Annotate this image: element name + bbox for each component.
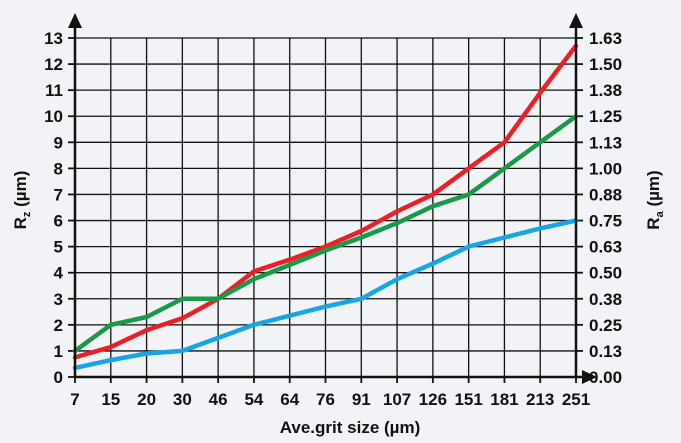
right-tick-label: 0.88 xyxy=(589,185,622,204)
x-tick-label: 126 xyxy=(419,390,447,409)
x-tick-label: 76 xyxy=(316,390,335,409)
left-axis-arrow xyxy=(68,13,82,28)
x-axis-title: Ave.grit size (µm) xyxy=(280,418,420,437)
left-axis-title-main: R xyxy=(11,217,30,229)
right-tick-label: 0.13 xyxy=(589,342,622,361)
x-tick-label: 54 xyxy=(244,390,263,409)
left-tick-label: 6 xyxy=(54,212,63,231)
x-tick-label: 91 xyxy=(352,390,371,409)
left-tick-label: 13 xyxy=(44,29,63,48)
series-line-1 xyxy=(72,43,579,360)
left-tick-label: 11 xyxy=(45,81,63,100)
left-tick-label: 7 xyxy=(54,185,63,204)
right-tick-label: 1.13 xyxy=(589,133,622,152)
left-tick-label: 9 xyxy=(54,133,63,152)
left-tick-label: 2 xyxy=(54,316,63,335)
series-line-3 xyxy=(72,218,579,371)
right-axis-title-main: R xyxy=(644,217,663,229)
axes xyxy=(68,13,597,384)
right-tick-label: 0.63 xyxy=(589,238,622,257)
left-tick-label: 3 xyxy=(54,290,63,309)
left-tick-label: 1 xyxy=(54,342,63,361)
x-tick-label: 46 xyxy=(209,390,228,409)
right-tick-label: 1.00 xyxy=(589,159,622,178)
left-axis-title-unit: (µm) xyxy=(11,171,30,212)
x-tick-label: 15 xyxy=(101,390,120,409)
right-tick-label: 1.50 xyxy=(589,55,622,74)
left-axis-title-sub: z xyxy=(21,211,33,217)
series-line-2 xyxy=(72,113,579,354)
left-tick-label: 4 xyxy=(54,264,64,283)
right-tick-label: 1.25 xyxy=(589,107,622,126)
right-tick-label: 1.63 xyxy=(589,29,622,48)
right-axis-title-unit: (µm) xyxy=(644,170,663,211)
right-axis-arrow xyxy=(569,13,583,28)
right-axis-title-sub: a xyxy=(654,210,666,217)
left-tick-label: 8 xyxy=(54,159,63,178)
x-tick-label: 7 xyxy=(70,390,79,409)
x-tick-label: 20 xyxy=(137,390,156,409)
x-tick-label: 107 xyxy=(383,390,411,409)
tick-labels: 0 0.00 1 0.13 2 0.25 3 0.38 4 0.50 5 0.63 6 0.75 7 0.88… xyxy=(44,29,622,409)
right-tick-label: 0.50 xyxy=(589,264,622,283)
x-tick-label: 181 xyxy=(490,390,518,409)
x-axis-arrow xyxy=(582,370,597,384)
right-tick-label: 0.00 xyxy=(589,368,622,387)
x-tick-label: 251 xyxy=(562,390,590,409)
x-tick-label: 151 xyxy=(454,390,482,409)
right-tick-label: 1.38 xyxy=(589,81,622,100)
right-tick-label: 0.38 xyxy=(589,290,622,309)
left-axis-title: Rz (µm) xyxy=(11,171,33,230)
left-tick-label: 12 xyxy=(44,55,63,74)
right-tick-label: 0.75 xyxy=(589,212,622,231)
left-tick-label: 10 xyxy=(44,107,63,126)
right-tick-label: 0.25 xyxy=(589,316,622,335)
left-tick-label: 5 xyxy=(54,238,63,257)
left-tick-label: 0 xyxy=(54,368,63,387)
x-tick-label: 30 xyxy=(173,390,192,409)
x-tick-label: 64 xyxy=(280,390,299,409)
series-lines xyxy=(72,43,579,371)
right-axis-title: Ra (µm) xyxy=(644,170,666,229)
x-tick-label: 213 xyxy=(526,390,554,409)
